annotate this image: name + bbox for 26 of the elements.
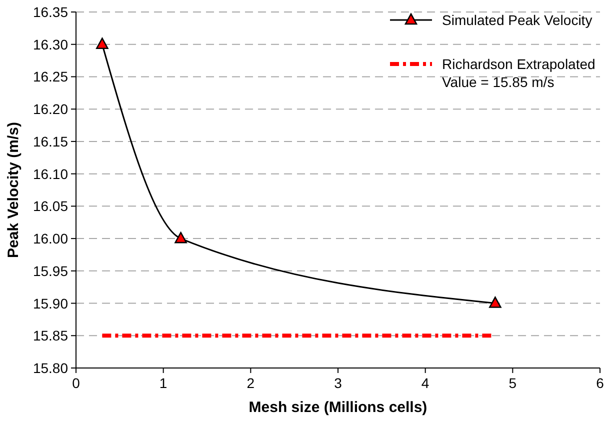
y-tick-label: 16.35: [32, 4, 68, 20]
point: [489, 296, 502, 308]
y-tick-label: 16.05: [32, 198, 68, 214]
y-tick-label: 16.30: [32, 36, 68, 52]
x-tick-label: 4: [421, 375, 430, 391]
legend-label: Simulated Peak Velocity: [442, 12, 592, 28]
y-tick-label: 15.85: [32, 328, 68, 344]
x-axis-title: Mesh size (Millions cells): [248, 399, 428, 416]
x-tick-label: 3: [334, 375, 342, 391]
point: [174, 232, 187, 244]
y-tick-label: 16.15: [32, 133, 68, 150]
y-tick-label: 16.25: [32, 68, 68, 85]
legend-label: Richardson Extrapolated Value = 15.85 m/s: [442, 56, 596, 90]
x-tick-label: 0: [72, 375, 80, 391]
y-tick-label: 15.95: [32, 262, 68, 279]
x-tick-label: 1: [159, 375, 168, 391]
x-tick-label: 6: [596, 375, 604, 391]
x-tick-label: 5: [508, 375, 517, 391]
y-tick-label: 16.00: [32, 230, 68, 247]
y-tick-label: 16.10: [32, 166, 68, 182]
y-tick-label: 15.80: [32, 360, 68, 376]
y-axis-title: Peak Velocity (m/s): [5, 122, 22, 258]
y-tick-label: 16.20: [32, 101, 68, 118]
y-tick-label: 15.90: [32, 295, 68, 312]
point: [96, 38, 108, 50]
x-tick-label: 2: [246, 375, 255, 391]
